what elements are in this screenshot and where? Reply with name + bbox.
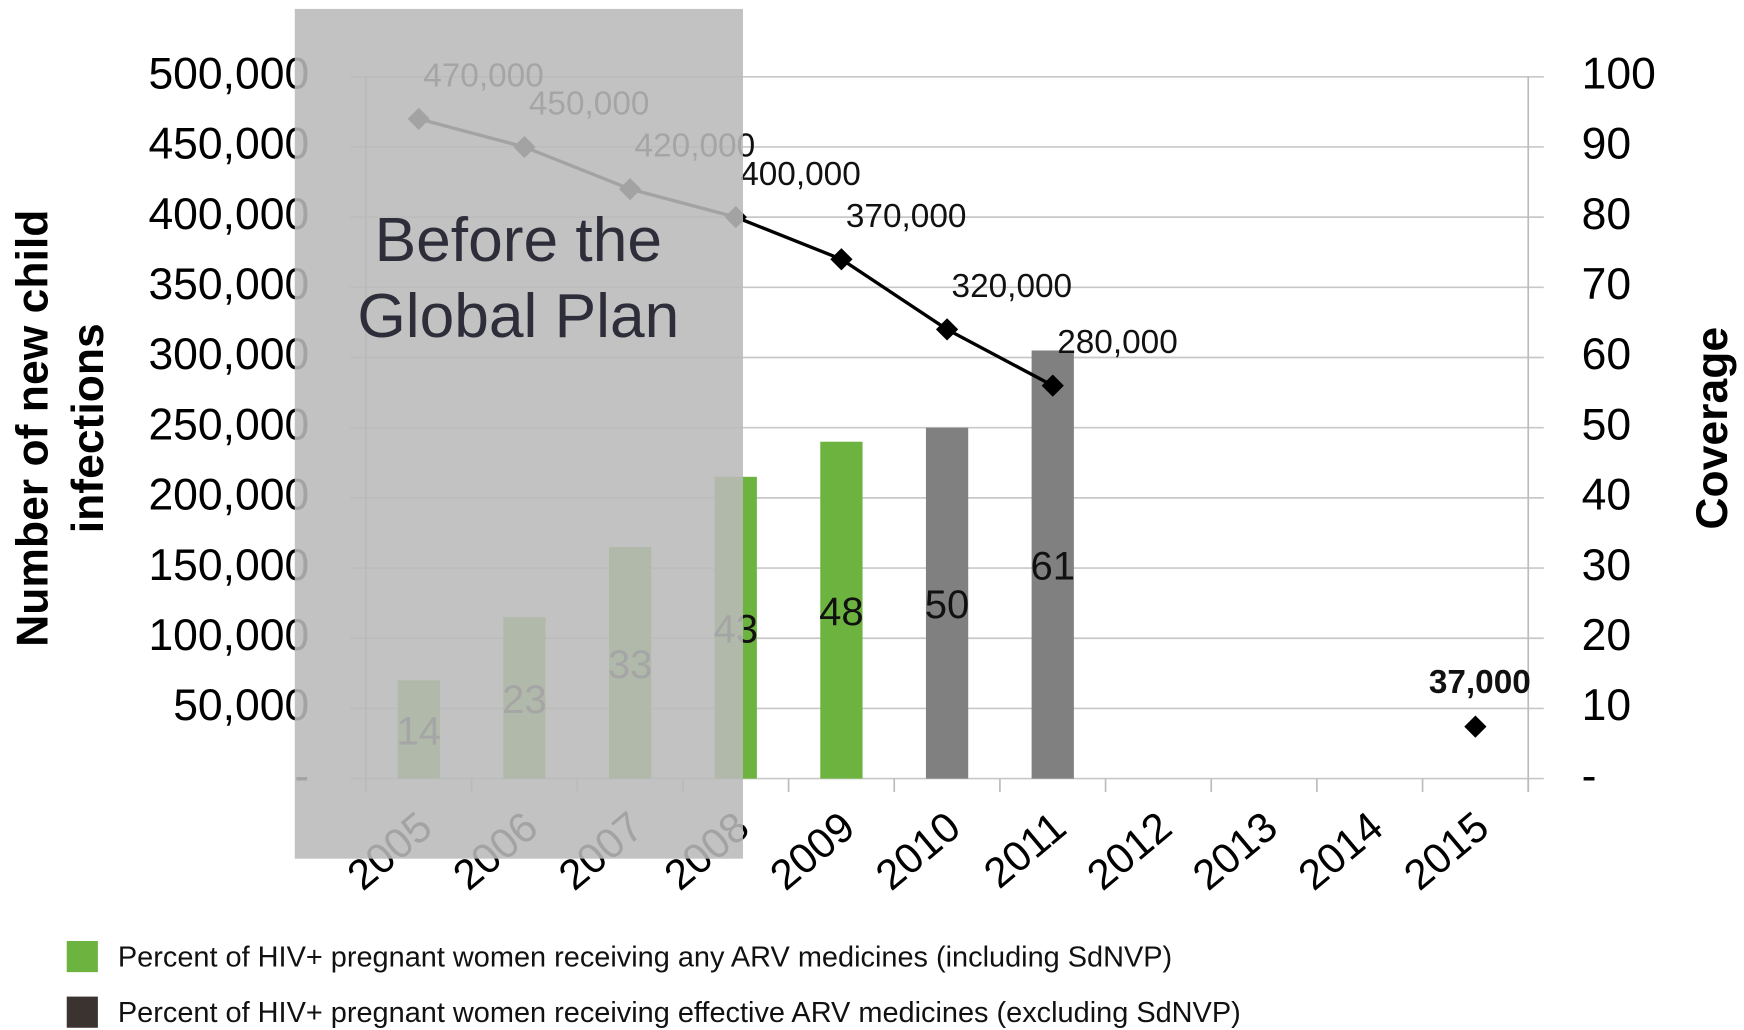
bar-label: 61 [1030, 545, 1075, 589]
y-tick-label: 500,000 [148, 50, 309, 99]
line-label: 280,000 [1057, 324, 1178, 361]
y-tick-label: 100,000 [148, 611, 309, 660]
y2-tick-label: 10 [1582, 681, 1631, 730]
line-marker [1464, 715, 1487, 738]
bar-label: 48 [819, 590, 864, 634]
y2-tick-label: 50 [1582, 400, 1631, 449]
x-tick-label: 2009 [761, 803, 863, 899]
legend-label: Percent of HIV+ pregnant women receiving… [118, 941, 1172, 973]
y-tick-label: 300,000 [148, 330, 309, 379]
y2-axis-label: Coverage [1688, 327, 1737, 530]
bar [1031, 350, 1074, 779]
x-tick-label: 2014 [1289, 803, 1391, 899]
y2-tick-label: - [1582, 751, 1597, 800]
x-tick-label: 2010 [867, 803, 969, 899]
y2-tick-label: 20 [1582, 611, 1631, 660]
y2-tick-label: 40 [1582, 471, 1631, 520]
y2-tick-label: 60 [1582, 330, 1631, 379]
y-tick-label: 200,000 [148, 471, 309, 520]
y2-tick-label: 80 [1582, 190, 1631, 239]
line-label: 320,000 [952, 268, 1073, 305]
x-tick-label: 2012 [1078, 803, 1180, 899]
bar [820, 441, 863, 779]
y-tick-label: 350,000 [148, 260, 309, 309]
y-tick-label: 150,000 [148, 541, 309, 590]
legend-swatch [66, 996, 98, 1028]
y-axis-label: infections [64, 323, 113, 533]
y2-tick-label: 30 [1582, 541, 1631, 590]
line-label: 400,000 [740, 156, 861, 193]
annotation: Global Plan [357, 282, 679, 351]
line-label: 37,000 [1429, 664, 1531, 701]
y-tick-label: 50,000 [173, 681, 309, 730]
y2-tick-label: 70 [1582, 260, 1631, 309]
y-tick-label: 450,000 [148, 120, 309, 169]
legend-label: Percent of HIV+ pregnant women receiving… [118, 997, 1241, 1029]
line-marker [935, 318, 959, 341]
before-plan-overlay [294, 8, 743, 859]
y-tick-label: 250,000 [148, 400, 309, 449]
x-tick-label: 2015 [1395, 803, 1497, 899]
line-marker [830, 248, 853, 271]
y2-tick-label: 90 [1582, 120, 1631, 169]
x-tick-label: 2013 [1184, 803, 1286, 899]
legend-swatch [66, 940, 98, 973]
x-tick-label: 2011 [975, 803, 1075, 897]
line-label: 370,000 [846, 198, 967, 235]
bar-label: 50 [925, 583, 970, 627]
y-tick-label: 400,000 [148, 190, 309, 239]
annotation: Before the [375, 206, 662, 275]
bar [925, 427, 969, 779]
y-axis-label: Number of new child [8, 210, 57, 647]
y2-tick-label: 100 [1582, 50, 1656, 99]
